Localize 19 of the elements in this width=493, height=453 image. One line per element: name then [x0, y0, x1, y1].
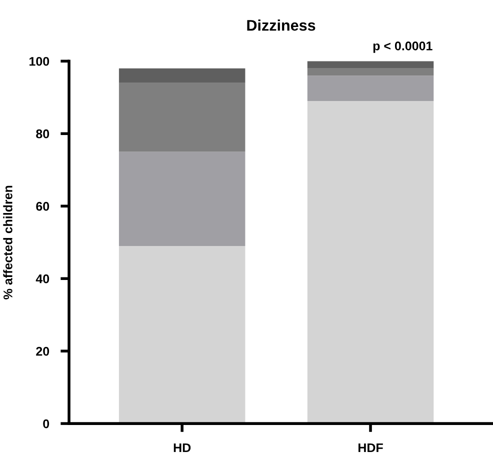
y-axis-title: % affected children	[3, 186, 12, 300]
y-tick-label: 60	[36, 202, 50, 211]
y-tick-label: 100	[30, 56, 50, 66]
bar	[307, 68, 434, 76]
chart-title: Dizziness	[247, 20, 316, 31]
bar	[307, 76, 434, 102]
x-tick-label: HDF	[358, 443, 383, 452]
x-tick-label: HD	[174, 443, 191, 452]
y-tick-label: 80	[36, 129, 50, 138]
y-tick-label: 20	[36, 346, 50, 356]
bar	[307, 61, 434, 68]
y-tick-label: 40	[36, 274, 50, 284]
bar	[118, 82, 246, 152]
annotation: p < 0.0001	[373, 42, 432, 53]
bar	[118, 246, 246, 424]
bar	[118, 152, 246, 246]
bar	[118, 68, 246, 83]
y-tick-label: 0	[43, 419, 50, 428]
bar	[307, 101, 434, 424]
